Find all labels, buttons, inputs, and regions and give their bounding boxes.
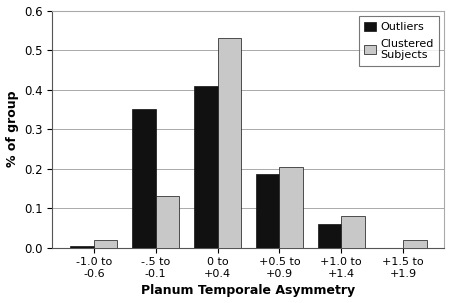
Bar [403, 240, 427, 248]
Bar [194, 86, 217, 248]
Bar [217, 38, 241, 248]
Legend: Outliers, Clustered
Subjects: Outliers, Clustered Subjects [359, 16, 439, 66]
Y-axis label: % of group: % of group [5, 91, 18, 167]
X-axis label: Planum Temporale Asymmetry: Planum Temporale Asymmetry [141, 285, 356, 298]
Bar [70, 246, 94, 248]
Bar [318, 224, 341, 248]
Bar [279, 167, 303, 248]
Bar [256, 175, 279, 248]
Bar [94, 240, 117, 248]
Bar [341, 216, 365, 248]
Bar [156, 196, 179, 248]
Bar [132, 109, 156, 248]
